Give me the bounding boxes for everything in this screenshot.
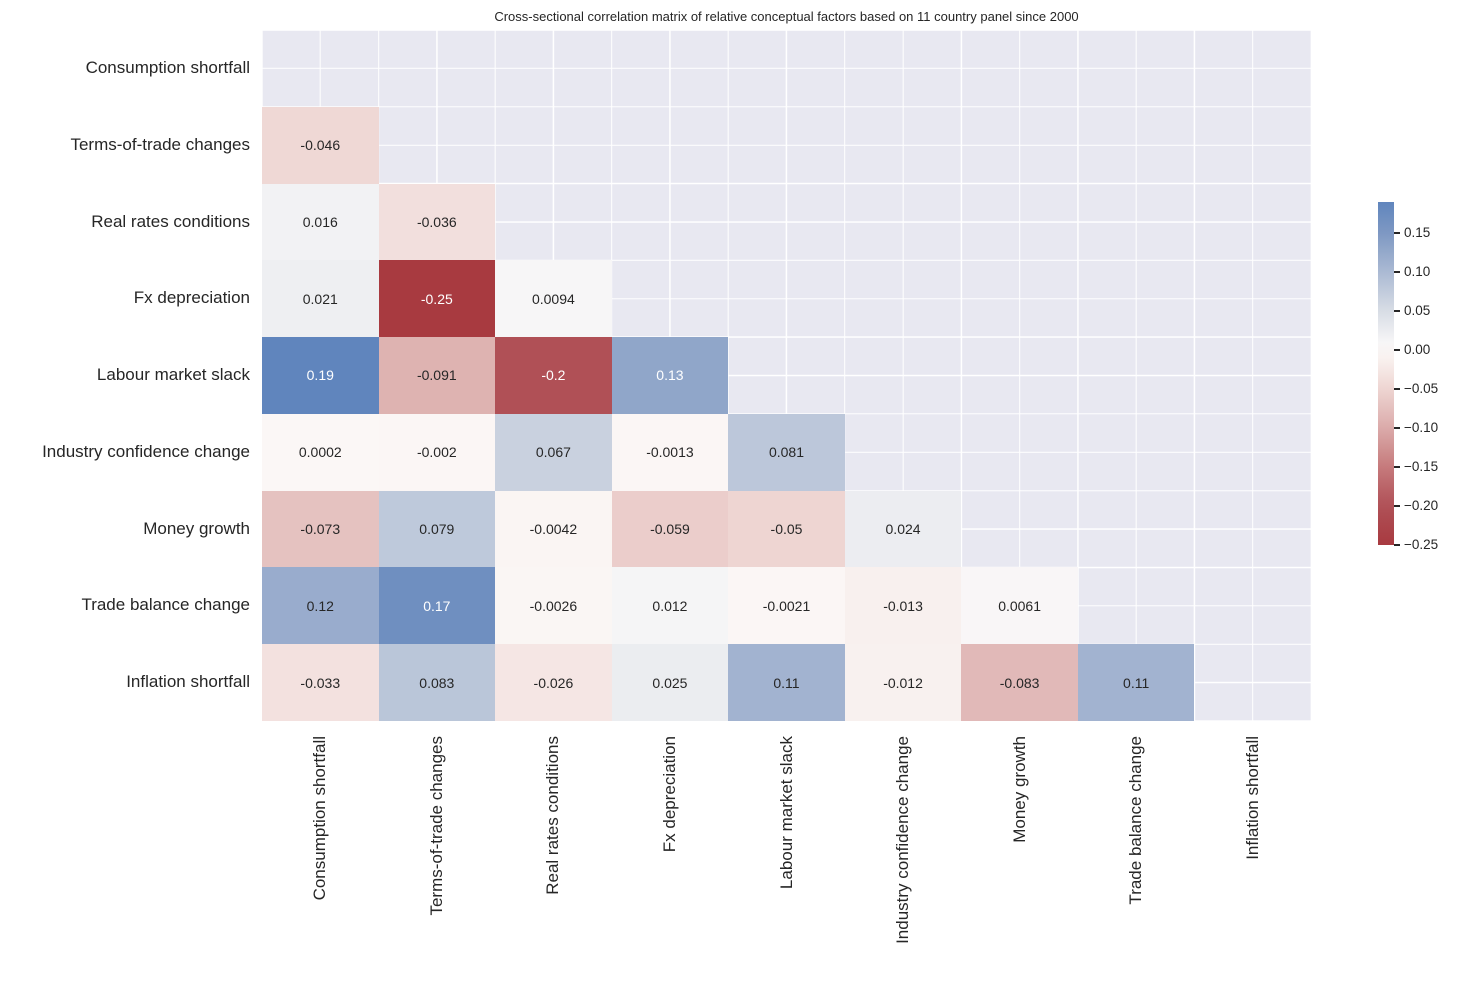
colorbar-tick-mark [1394,271,1400,273]
heatmap-cell: -0.012 [844,644,962,721]
heatmap-cell: -0.026 [495,644,612,721]
x-axis-label: Inflation shortfall [1242,736,1262,860]
heatmap-cell: 0.012 [611,567,729,645]
colorbar-tick-label: −0.10 [1404,420,1439,436]
heatmap-cell: 0.12 [262,567,379,645]
heatmap-cell: -0.05 [728,490,845,568]
y-axis-label: Fx depreciation [133,288,250,308]
heatmap-cell: -0.25 [378,260,496,338]
heatmap-cell: 0.11 [728,644,845,721]
heatmap-cell: 0.19 [262,337,379,414]
y-axis-label: Labour market slack [96,365,250,385]
colorbar-tick-label: −0.20 [1404,498,1439,514]
x-axis-label: Trade balance change [1126,736,1146,905]
y-axis-label: Money growth [143,518,250,538]
heatmap-cell: 0.0002 [262,413,379,491]
colorbar-gradient [1378,202,1394,545]
chart-title: Cross-sectional correlation matrix of re… [494,9,1079,24]
colorbar-tick-mark [1394,505,1400,507]
colorbar-tick-mark [1394,310,1400,312]
heatmap-cell: 0.021 [262,260,379,338]
colorbar-tick-mark [1394,232,1400,235]
heatmap-cell: 0.016 [262,183,379,261]
heatmap-cell: -0.002 [378,413,496,491]
y-axis-label: Real rates conditions [91,211,250,231]
heatmap-cell: -0.0026 [495,567,612,645]
colorbar-tick-mark [1394,466,1400,468]
colorbar-tick-mark [1394,544,1400,546]
heatmap-cell: -0.091 [378,337,496,414]
y-axis-label: Trade balance change [81,595,250,615]
heatmap-cell: 0.13 [611,337,729,414]
colorbar-tick-mark [1394,349,1400,351]
heatmap-cell: -0.033 [262,644,379,721]
x-axis-label: Real rates conditions [543,736,563,895]
heatmap-cell: -0.046 [262,106,379,184]
heatmap-cell: 0.0061 [961,567,1078,645]
x-axis-label: Labour market slack [776,736,796,890]
y-axis-label: Inflation shortfall [126,672,250,692]
y-axis-label: Consumption shortfall [85,58,250,77]
colorbar-tick-label: −0.15 [1404,459,1439,475]
x-axis-label: Industry confidence change [893,736,913,944]
heatmap-cell: -0.0042 [495,490,612,568]
x-axis-label: Terms-of-trade changes [426,736,446,916]
colorbar-tick-mark [1394,388,1400,390]
heatmap-cell: 0.025 [611,644,729,721]
heatmap-cell: -0.0013 [611,413,729,491]
colorbar-tick-mark [1394,427,1400,429]
x-axis-label: Consumption shortfall [310,736,330,901]
y-axis-labels: Consumption shortfall Terms-of-trade chan… [0,30,250,721]
x-axis-label: Fx depreciation [659,736,679,853]
heatmap-cell: -0.036 [378,183,496,261]
heatmap-cell: 0.079 [378,490,496,568]
heatmap-cell: -0.059 [611,490,729,568]
y-axis-label: Terms-of-trade changes [70,134,250,154]
colorbar-tick-label: −0.25 [1404,537,1439,552]
heatmap-cell: 0.11 [1077,644,1195,721]
colorbar-tick-label: 0.10 [1404,264,1431,280]
heatmap-cell: -0.013 [844,567,962,645]
heatmap-cell: -0.083 [961,644,1078,721]
heatmap-cell: 0.0094 [495,260,612,338]
heatmap-cell: 0.067 [495,413,612,491]
heatmap-cell: 0.083 [378,644,496,721]
x-axis-label: Money growth [1009,736,1029,843]
y-axis-label: Industry confidence change [42,441,250,461]
heatmap-cell: -0.073 [262,490,379,568]
colorbar-tick-label: 0.15 [1404,225,1431,241]
heatmap-grid: -0.046 0.016 -0.036 0.021 -0.25 0.0094 0.19 -0.… [262,30,1311,721]
heatmap-cell: 0.17 [378,567,496,645]
heatmap-cell: -0.2 [495,337,612,414]
colorbar-tick-label: 0.05 [1404,303,1431,319]
colorbar-tick-label: 0.00 [1404,342,1431,358]
heatmap-cell: -0.0021 [728,567,845,645]
heatmap-cell: 0.081 [728,413,845,491]
colorbar-tick-label: −0.05 [1404,381,1439,397]
heatmap-cell: 0.024 [844,490,962,568]
